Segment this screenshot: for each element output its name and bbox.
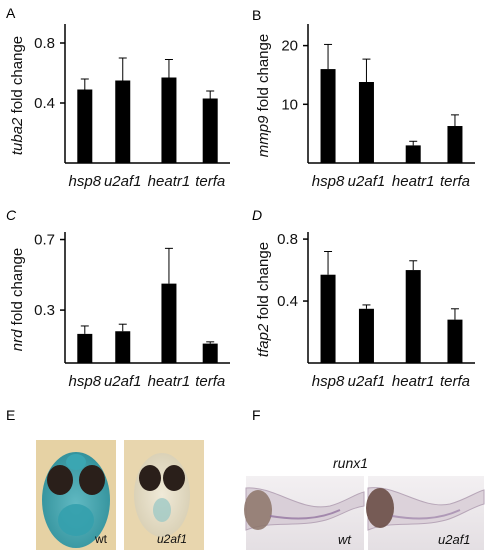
bar-heatr1 bbox=[161, 283, 177, 363]
bar-terfa bbox=[202, 343, 218, 363]
y-tick-label: 0.7 bbox=[34, 232, 55, 249]
x-tick-label-terfa: terfa bbox=[440, 173, 470, 190]
chart-d: 0.4 0.8 tfap2 fold change hsp8 u2af1 heatr1 te… bbox=[255, 231, 475, 390]
photo-e-wt-label: wt bbox=[94, 532, 108, 546]
photo-e-u2af1-label: u2af1 bbox=[157, 532, 187, 546]
y-axis-label: tfap2 fold change bbox=[255, 242, 272, 357]
y-axis-label-gene: nrd bbox=[9, 329, 26, 351]
y-axis-label-suffix: fold change bbox=[255, 34, 272, 116]
photo-f-u2af1: u2af1 bbox=[366, 476, 485, 550]
bar-u2af1 bbox=[115, 80, 131, 163]
y-axis-label-gene: tfap2 bbox=[255, 323, 272, 357]
x-tick-label-heatr1: heatr1 bbox=[148, 173, 191, 190]
panel-label-f: F bbox=[252, 407, 261, 423]
x-tick-label-hsp8: hsp8 bbox=[69, 173, 102, 190]
bar-heatr1 bbox=[405, 270, 421, 363]
bar-heatr1 bbox=[405, 145, 421, 163]
photo-e-wt: wt bbox=[36, 440, 116, 550]
bar-u2af1 bbox=[358, 82, 374, 163]
y-tick-label: 0.3 bbox=[34, 302, 55, 319]
x-tick-label-terfa: terfa bbox=[195, 173, 225, 190]
x-tick-label-u2af1: u2af1 bbox=[104, 173, 142, 190]
bar-u2af1 bbox=[115, 331, 131, 363]
panel-label-b: B bbox=[252, 7, 261, 23]
photo-f-u2af1-label: u2af1 bbox=[438, 532, 471, 547]
y-axis-label-gene: mmp9 bbox=[255, 115, 272, 157]
bar-u2af1 bbox=[358, 308, 374, 363]
bar-terfa bbox=[447, 126, 463, 163]
bar-hsp8 bbox=[77, 89, 93, 163]
y-axis-label-suffix: fold change bbox=[9, 36, 26, 118]
panel-label-c: C bbox=[6, 207, 17, 223]
y-tick-label: 0.4 bbox=[277, 293, 298, 310]
y-axis-label: nrd fold change bbox=[9, 248, 26, 351]
bar-hsp8 bbox=[77, 333, 93, 363]
x-tick-label-u2af1: u2af1 bbox=[348, 173, 386, 190]
panel-label-e: E bbox=[6, 407, 15, 423]
y-axis-label-gene: tuba2 bbox=[9, 117, 26, 155]
x-tick-label-hsp8: hsp8 bbox=[312, 373, 345, 390]
panel-label-a: A bbox=[6, 5, 16, 21]
x-tick-label-heatr1: heatr1 bbox=[392, 373, 435, 390]
y-tick-label: 20 bbox=[281, 38, 298, 55]
y-axis-label-suffix: fold change bbox=[255, 242, 272, 324]
y-tick-label: 0.8 bbox=[34, 35, 55, 52]
panel-label-d: D bbox=[252, 207, 262, 223]
x-tick-label-u2af1: u2af1 bbox=[104, 373, 142, 390]
y-tick-label: 0.8 bbox=[277, 231, 298, 248]
bar-hsp8 bbox=[320, 69, 336, 163]
bar-hsp8 bbox=[320, 274, 336, 363]
x-tick-label-heatr1: heatr1 bbox=[148, 373, 191, 390]
photo-f-wt-label: wt bbox=[338, 532, 352, 547]
chart-c: 0.3 0.7 nrd fold change hsp8 u2af1 heatr1 terf… bbox=[9, 232, 230, 390]
chart-a: 0.4 0.8 tuba2 fold change hsp8 u2af1 heatr1 te… bbox=[9, 24, 230, 190]
photo-f-wt: wt bbox=[244, 476, 365, 550]
x-tick-label-terfa: terfa bbox=[195, 373, 225, 390]
bar-terfa bbox=[202, 98, 218, 163]
photo-f-title: runx1 bbox=[333, 455, 368, 471]
y-axis-label-suffix: fold change bbox=[9, 248, 26, 330]
y-axis-label: tuba2 fold change bbox=[9, 36, 26, 155]
x-tick-label-hsp8: hsp8 bbox=[312, 173, 345, 190]
x-tick-label-heatr1: heatr1 bbox=[392, 173, 435, 190]
bar-heatr1 bbox=[161, 77, 177, 163]
chart-b: 10 20 mmp9 fold change hsp8 u2af1 heatr1 terfa bbox=[255, 24, 475, 190]
x-tick-label-u2af1: u2af1 bbox=[348, 373, 386, 390]
y-axis-label: mmp9 fold change bbox=[255, 34, 272, 157]
y-tick-label: 0.4 bbox=[34, 95, 55, 112]
bar-terfa bbox=[447, 319, 463, 363]
y-tick-label: 10 bbox=[281, 96, 298, 113]
x-tick-label-terfa: terfa bbox=[440, 373, 470, 390]
photo-e-u2af1: u2af1 bbox=[124, 440, 204, 550]
x-tick-label-hsp8: hsp8 bbox=[69, 373, 102, 390]
